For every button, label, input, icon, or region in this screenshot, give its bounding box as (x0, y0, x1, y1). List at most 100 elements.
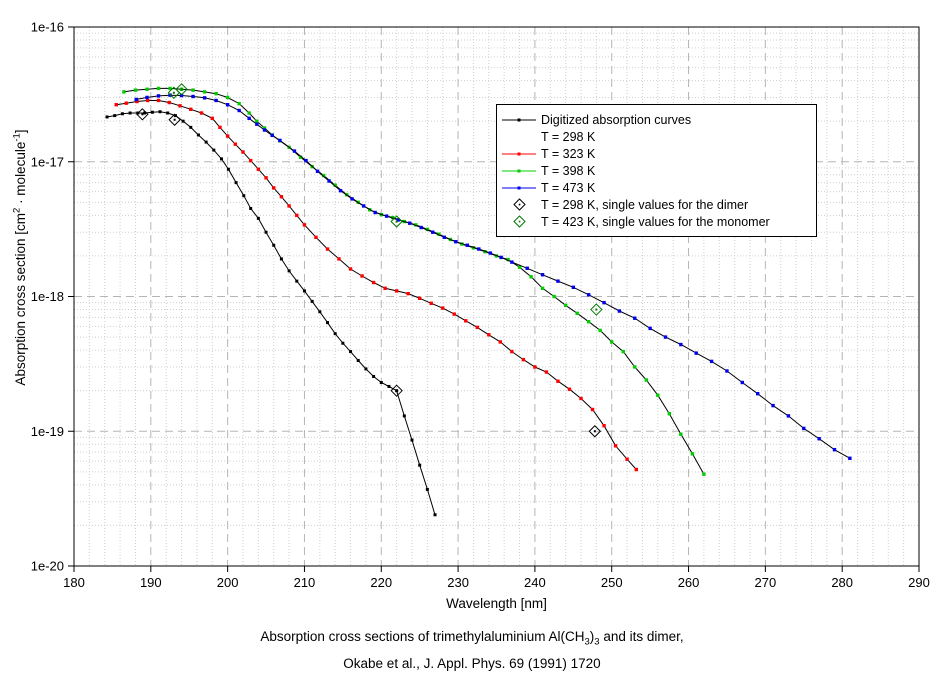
data-point-marker (202, 96, 207, 100)
legend-label: T = 423 K, single values for the monomer (541, 214, 770, 229)
data-point-marker (214, 91, 218, 96)
x-axis-label: Wavelength [nm] (446, 596, 547, 611)
data-point-marker (663, 335, 668, 339)
chart-legend: Digitized absorption curves T = 298 K T … (496, 104, 817, 237)
data-point-marker (168, 93, 172, 97)
data-point-marker (279, 195, 284, 199)
data-point-marker (396, 218, 400, 222)
data-point-marker (226, 167, 230, 171)
data-point-marker (802, 426, 806, 431)
legend-label: T = 298 K (541, 129, 596, 144)
data-point-marker (326, 321, 329, 325)
data-point-marker (590, 407, 595, 412)
data-point-marker (247, 111, 251, 115)
legend-item-digitized-curves: Digitized absorption curves (497, 111, 816, 128)
diamond-center-dot (141, 113, 144, 116)
data-point-marker (488, 251, 493, 255)
chart-caption: Absorption cross sections of trimethylal… (0, 626, 944, 674)
diamond-center-dot (593, 430, 596, 433)
legend-label: T = 323 K (541, 146, 596, 161)
data-point-marker (204, 140, 208, 144)
data-point-marker (179, 93, 184, 98)
diamond-center-dot (595, 308, 598, 311)
data-point-marker (648, 326, 652, 331)
data-point-marker (145, 87, 149, 91)
legend-item-dimer-single-values: T = 298 K, single values for the dimer (497, 196, 816, 213)
legend-label: T = 398 K (541, 163, 596, 178)
data-point-marker (621, 349, 625, 354)
legend-label: Digitized absorption curves (541, 112, 692, 127)
data-point-marker (196, 133, 200, 137)
data-point-marker (302, 223, 307, 227)
data-point-marker (454, 240, 458, 244)
data-point-marker (338, 188, 343, 193)
y-axis-label: Absorption cross section [cm2 · molecule… (11, 129, 29, 386)
data-point-marker (441, 306, 445, 310)
single-values-dimer (136, 108, 602, 438)
data-point-marker (625, 457, 629, 461)
diamond-marker (175, 83, 188, 96)
y-tick-label: 1e-19 (31, 424, 64, 439)
data-point-marker (417, 296, 422, 300)
data-point-marker (167, 100, 171, 105)
data-point-marker (255, 122, 259, 126)
diamond-marker (390, 215, 403, 228)
data-point-marker (563, 303, 568, 308)
data-point-marker (384, 214, 389, 218)
data-point-marker (295, 279, 299, 283)
x-tick-label: 260 (678, 575, 700, 590)
data-point-marker (298, 155, 303, 159)
legend-diamond-black-icon (497, 198, 541, 211)
data-point-marker (740, 380, 745, 385)
data-point-marker (124, 101, 128, 105)
series-t-323-k (114, 98, 639, 472)
data-point-marker (270, 133, 274, 138)
data-point-marker (113, 114, 117, 118)
data-point-marker (634, 467, 639, 472)
data-point-marker (256, 167, 261, 171)
single-values-monomer (167, 83, 603, 316)
data-point-marker (694, 351, 698, 355)
data-point-marker (402, 414, 406, 418)
y-tick-label: 1e-18 (31, 289, 64, 304)
data-point-marker (690, 452, 695, 456)
diamond-center-dot (173, 118, 176, 121)
data-point-marker (709, 359, 714, 364)
data-point-marker (540, 286, 545, 291)
data-point-marker (431, 230, 435, 234)
diamond-marker (390, 384, 403, 397)
data-point-marker (586, 320, 591, 324)
data-point-marker (264, 176, 268, 180)
data-point-marker (702, 472, 706, 476)
data-point-marker (613, 444, 618, 448)
legend-line-green-icon (497, 166, 541, 176)
data-point-marker (225, 103, 230, 107)
data-point-marker (272, 186, 276, 190)
data-point-marker (364, 367, 368, 371)
data-point-marker (158, 110, 162, 114)
data-point-marker (218, 125, 222, 130)
data-point-marker (394, 289, 399, 293)
legend-label: T = 298 K, single values for the dimer (541, 197, 749, 212)
data-point-marker (237, 108, 241, 113)
data-point-marker (178, 104, 182, 108)
data-point-marker (241, 150, 245, 154)
data-point-marker (234, 181, 238, 185)
data-point-marker (181, 119, 185, 123)
data-point-marker (379, 381, 383, 385)
x-tick-label: 280 (831, 575, 853, 590)
diamond-center-dot (395, 389, 398, 392)
data-point-marker (114, 103, 118, 107)
data-point-marker (465, 243, 470, 247)
data-point-marker (219, 157, 223, 161)
data-point-marker (598, 328, 602, 333)
caption-line-1: Absorption cross sections of trimethylal… (260, 629, 684, 648)
data-point-marker (433, 513, 437, 517)
data-point-marker (156, 94, 161, 98)
data-point-marker (506, 257, 510, 262)
data-point-marker (350, 197, 354, 201)
data-point-marker (579, 396, 583, 401)
x-tick-label: 290 (908, 575, 930, 590)
data-point-marker (644, 378, 648, 382)
data-point-marker (498, 340, 503, 344)
